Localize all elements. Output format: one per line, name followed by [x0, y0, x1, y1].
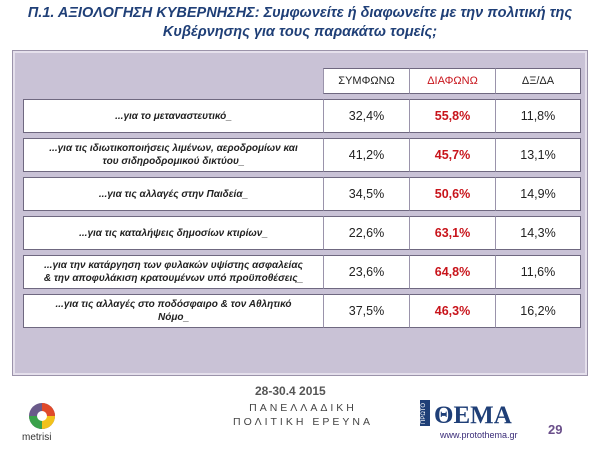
- survey-subtitle: ΠΑΝΕΛΛΑΔΙΚΗ ΠΟΛΙΤΙΚΗ ΕΡΕΥΝΑ: [228, 401, 378, 429]
- table-row: ...για τις αλλαγές στο ποδόσφαιρο & τον …: [23, 294, 581, 328]
- metrisi-logo-icon: [29, 403, 55, 429]
- results-table: ΣΥΜΦΩΝΩ ΔΙΑΦΩΝΩ ΔΞ/ΔΑ ...για το μεταναστ…: [23, 63, 581, 333]
- agree-value: 34,5%: [323, 177, 409, 211]
- header-disagree: ΔΙΑΦΩΝΩ: [409, 68, 495, 94]
- agree-value: 22,6%: [323, 216, 409, 250]
- row-label: ...για το μεταναστευτικό_: [23, 99, 323, 133]
- table-row: ...για τις αλλαγές στην Παιδεία_ 34,5% 50,…: [23, 177, 581, 211]
- row-label-line-1: ...για το μεταναστευτικό_: [115, 110, 232, 122]
- header-blank-cell: [23, 68, 323, 94]
- disagree-value: 55,8%: [409, 99, 495, 133]
- survey-subtitle-line-1: ΠΑΝΕΛΛΑΔΙΚΗ: [249, 402, 357, 414]
- table-row: ...για τις καταλήψεις δημοσίων κτιρίων_ 2…: [23, 216, 581, 250]
- dk-value: 11,8%: [495, 99, 581, 133]
- results-table-frame: ΣΥΜΦΩΝΩ ΔΙΑΦΩΝΩ ΔΞ/ΔΑ ...για το μεταναστ…: [12, 50, 588, 376]
- title-line-1: Π.1. ΑΞΙΟΛΟΓΗΣΗ ΚΥΒΕΡΝΗΣΗΣ: Συμφωνείτε ή…: [27, 5, 573, 21]
- header-dk: ΔΞ/ΔΑ: [495, 68, 581, 94]
- row-label-line-1: ...για τις αλλαγές στην Παιδεία_: [98, 188, 249, 200]
- disagree-value: 46,3%: [409, 294, 495, 328]
- disagree-value: 64,8%: [409, 255, 495, 289]
- table-row: ...για τις ιδιωτικοποιήσεις λιμένων, αερ…: [23, 138, 581, 172]
- row-label-line-2: & την αποφυλάκιση κρατουμένων υπό προϋπο…: [43, 273, 304, 284]
- agree-value: 41,2%: [323, 138, 409, 172]
- disagree-value: 50,6%: [409, 177, 495, 211]
- survey-dates: 28-30.4 2015: [255, 384, 326, 398]
- row-label: ...για τις αλλαγές στο ποδόσφαιρο & τον …: [23, 294, 323, 328]
- agree-value: 23,6%: [323, 255, 409, 289]
- row-label-line-2: του σιδηροδρομικού δικτύου_: [102, 156, 245, 167]
- agree-value: 32,4%: [323, 99, 409, 133]
- row-label: ...για τις αλλαγές στην Παιδεία_: [23, 177, 323, 211]
- thema-prefix: ΠΡΩΤΟ: [421, 403, 427, 424]
- row-label-line-1: ...για τις καταλήψεις δημοσίων κτιρίων_: [79, 227, 268, 239]
- table-header-row: ΣΥΜΦΩΝΩ ΔΙΑΦΩΝΩ ΔΞ/ΔΑ: [23, 68, 581, 94]
- row-label-line-1: ...για την κατάργηση των φυλακών υψίστης…: [44, 260, 303, 271]
- disagree-value: 45,7%: [409, 138, 495, 172]
- table-row: ...για την κατάργηση των φυλακών υψίστης…: [23, 255, 581, 289]
- table-row: ...για το μεταναστευτικό_ 32,4% 55,8% 11,8%: [23, 99, 581, 133]
- thema-brand: ΘΕΜΑ: [434, 402, 512, 428]
- disagree-value: 63,1%: [409, 216, 495, 250]
- title-line-2: Κυβέρνησης για τους παρακάτω τομείς;: [162, 24, 438, 40]
- row-label-line-1: ...για τις αλλαγές στο ποδόσφαιρο & τον …: [55, 299, 292, 310]
- row-label-line-1: ...για τις ιδιωτικοποιήσεις λιμένων, αερ…: [49, 143, 298, 154]
- protothema-logo-icon: ΠΡΩΤΟ ΘΕΜΑ: [420, 400, 512, 428]
- row-label: ...για τις ιδιωτικοποιήσεις λιμένων, αερ…: [23, 138, 323, 172]
- row-label: ...για την κατάργηση των φυλακών υψίστης…: [23, 255, 323, 289]
- dk-value: 11,6%: [495, 255, 581, 289]
- page-number: 29: [548, 422, 563, 437]
- metrisi-logo-text: metrisi: [22, 432, 52, 443]
- dk-value: 14,3%: [495, 216, 581, 250]
- dk-value: 14,9%: [495, 177, 581, 211]
- dk-value: 16,2%: [495, 294, 581, 328]
- thema-url: www.protothema.gr: [440, 430, 518, 440]
- row-label-line-2: Νόμο_: [157, 312, 190, 323]
- header-agree: ΣΥΜΦΩΝΩ: [323, 68, 409, 94]
- survey-subtitle-line-2: ΠΟΛΙΤΙΚΗ ΕΡΕΥΝΑ: [233, 416, 373, 428]
- page-title: Π.1. ΑΞΙΟΛΟΓΗΣΗ ΚΥΒΕΡΝΗΣΗΣ: Συμφωνείτε ή…: [10, 4, 590, 42]
- dk-value: 13,1%: [495, 138, 581, 172]
- row-label: ...για τις καταλήψεις δημοσίων κτιρίων_: [23, 216, 323, 250]
- agree-value: 37,5%: [323, 294, 409, 328]
